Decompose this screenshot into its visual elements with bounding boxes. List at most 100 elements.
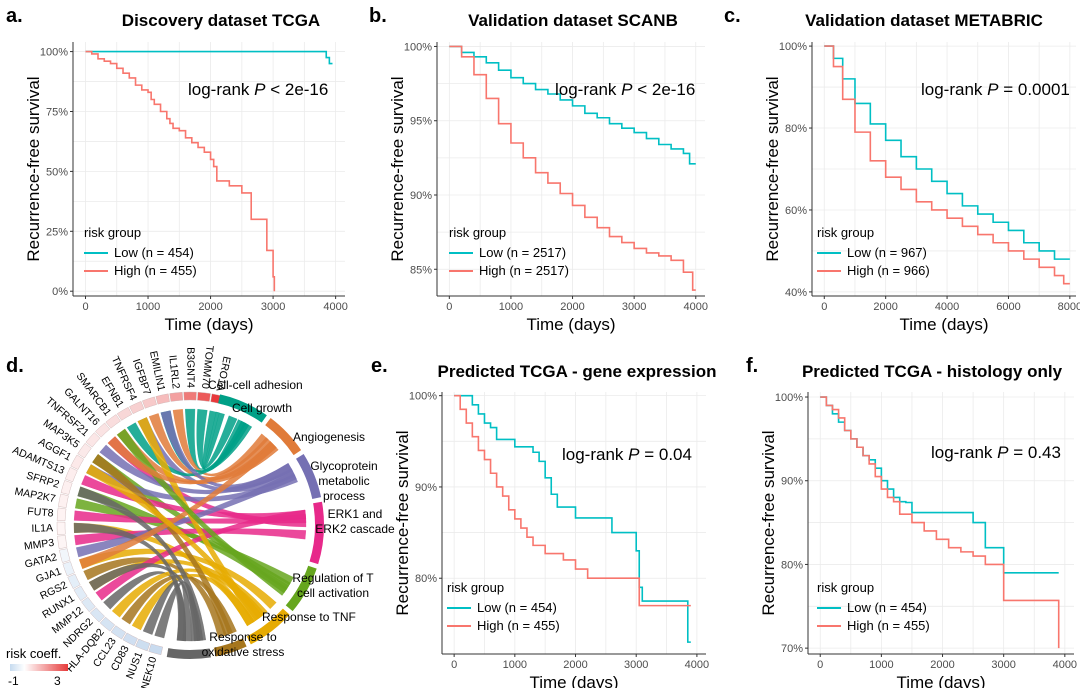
gene-segment (148, 643, 163, 656)
gene-label: B3GNT4 (184, 347, 196, 388)
x-tick-label: 1000 (503, 659, 527, 671)
gene-segment (59, 548, 71, 563)
x-tick-label: 3000 (991, 659, 1015, 671)
gene-segment (122, 632, 138, 646)
km-curve-low (454, 394, 691, 643)
km-curve-low (820, 396, 1059, 574)
risk-coeff-min: -1 (8, 674, 19, 688)
gene-label: FUT8 (27, 506, 54, 520)
gene-segment (64, 467, 78, 483)
x-tick-label: 4000 (685, 659, 709, 671)
panel-label-e: e. (371, 355, 388, 377)
legend-entry-high: High (n = 455) (477, 618, 560, 633)
y-axis-title: Recurrence-free survival (388, 76, 407, 261)
gene-segment (89, 607, 105, 623)
y-tick-label: 60% (785, 205, 807, 217)
chord-diagram: ERO1ATOMM70B3GNT4IL1RL2EMILIN1IGFBP7TNFR… (11, 345, 395, 688)
km-curve-low (824, 45, 1070, 260)
y-tick-label: 80% (785, 123, 807, 135)
gene-segment (105, 414, 121, 429)
process-segment (296, 453, 322, 500)
gene-segment (56, 507, 67, 522)
y-axis-title: Recurrence-free survival (763, 76, 782, 261)
km-curve-low (449, 45, 696, 165)
chord-ribbon (126, 422, 253, 477)
legend-title: risk group (447, 580, 504, 595)
process-label: Response to TNF (262, 610, 356, 624)
panel-label-c: c. (724, 5, 741, 27)
process-label: ERK1 and ERK2 cascade (315, 507, 395, 536)
panel-title-a: Discovery dataset TCGA (122, 11, 320, 30)
process-label: Angiogenesis (293, 430, 365, 444)
process-segment (166, 648, 211, 659)
y-tick-label: 100% (775, 392, 803, 404)
y-tick-label: 80% (781, 559, 803, 571)
gene-segment (73, 585, 88, 601)
x-axis-title: Time (days) (899, 315, 988, 334)
panel-c: 0 2000 4000 6000 8000 40% 60% 80% 100% Time (days… (763, 41, 1080, 334)
x-tick-label: 0 (82, 301, 88, 313)
y-tick-label: 100% (404, 41, 432, 53)
x-tick-label: 1000 (136, 301, 160, 313)
gene-segment (142, 396, 157, 409)
process-segment (218, 394, 267, 423)
y-tick-label: 95% (410, 116, 432, 128)
gene-segment (183, 391, 197, 401)
x-tick-label: 0 (451, 659, 457, 671)
logrank-b: log-rank P < 2e-16 (555, 80, 695, 99)
x-tick-label: 0 (821, 301, 827, 313)
y-tick-label: 85% (410, 264, 432, 276)
y-tick-label: 90% (415, 482, 437, 494)
panel-b: 0 1000 2000 3000 4000 85% 90% 95% 100% Time (days… (388, 41, 708, 334)
panel-label-b: b. (369, 5, 387, 27)
gene-label: IL1A (31, 522, 53, 535)
process-label: Glycoprotein metabolic process (310, 459, 377, 503)
x-tick-label: 4000 (684, 301, 708, 313)
legend-title: risk group (449, 225, 506, 240)
panel-label-f: f. (746, 355, 758, 377)
legend-entry-low: Low (n = 454) (847, 600, 927, 615)
y-tick-label: 80% (415, 573, 437, 585)
x-axis-title: Time (days) (526, 315, 615, 334)
process-label: Cell growth (232, 401, 292, 415)
gene-segment (99, 616, 116, 632)
chord-ribbon (160, 410, 293, 489)
gene-label: IL1RL2 (166, 354, 182, 389)
gene-label: TOMM70 (199, 345, 216, 390)
x-tick-label: 4000 (935, 301, 959, 313)
chord-ribbon (79, 441, 277, 569)
chord-ribbon (116, 428, 288, 596)
gene-segment (57, 535, 68, 549)
x-tick-label: 3000 (624, 659, 648, 671)
gene-segment (70, 454, 85, 470)
logrank-f: log-rank P = 0.43 (931, 443, 1061, 462)
y-tick-label: 90% (410, 190, 432, 202)
panel-f: 0 1000 2000 3000 4000 70% 80% 90% 100% Time (days… (759, 392, 1077, 688)
gene-segment (58, 493, 69, 508)
y-tick-label: 75% (46, 106, 68, 118)
legend-title: risk group (817, 580, 874, 595)
legend-entry-low: Low (n = 2517) (479, 245, 566, 260)
panel-title-e: Predicted TCGA - gene expression (438, 362, 717, 381)
process-segment (309, 501, 324, 565)
x-tick-label: 6000 (996, 301, 1020, 313)
risk-coeff-max: 3 (54, 674, 61, 688)
gene-label: MMP3 (23, 537, 55, 553)
gene-segment (129, 401, 145, 414)
chord-ribbon (86, 464, 263, 622)
panel-label-d: d. (6, 355, 24, 377)
x-tick-label: 0 (817, 659, 823, 671)
x-tick-label: 3000 (622, 301, 646, 313)
x-tick-label: 2000 (198, 301, 222, 313)
chord-ribbon (107, 436, 273, 485)
legend-entry-high: High (n = 2517) (479, 263, 569, 278)
panel-a: 0 1000 2000 3000 4000 0% 25% 50% 75% 100% Time (da… (24, 42, 348, 334)
y-tick-label: 0% (52, 286, 68, 298)
legend-title: risk group (817, 225, 874, 240)
legend-entry-low: Low (n = 454) (114, 245, 194, 260)
x-axis-title: Time (days) (896, 673, 985, 688)
gene-segment (95, 422, 111, 438)
logrank-a: log-rank P < 2e-16 (188, 80, 328, 99)
